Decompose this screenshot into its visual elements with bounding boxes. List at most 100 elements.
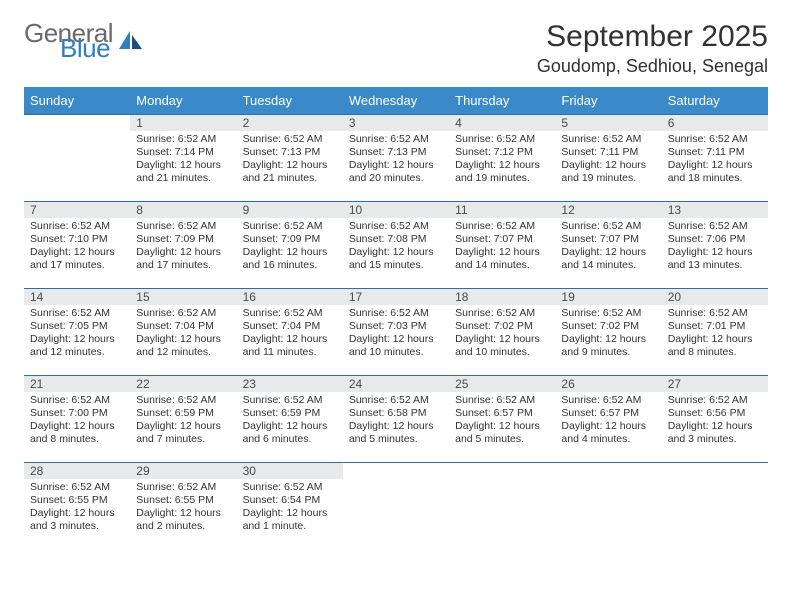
day-number: 3 (343, 115, 449, 131)
day-line-sr: Sunrise: 6:52 AM (668, 394, 762, 407)
day-details: Sunrise: 6:52 AMSunset: 7:10 PMDaylight:… (24, 218, 130, 277)
calendar-body: ..1Sunrise: 6:52 AMSunset: 7:14 PMDaylig… (24, 115, 768, 550)
day-line-ss: Sunset: 7:04 PM (243, 320, 337, 333)
day-line-sr: Sunrise: 6:52 AM (561, 133, 655, 146)
day-number: 6 (662, 115, 768, 131)
brand-text: General Blue (24, 22, 113, 59)
day-details: Sunrise: 6:52 AMSunset: 7:07 PMDaylight:… (555, 218, 661, 277)
day-number: 4 (449, 115, 555, 131)
day-line-sr: Sunrise: 6:52 AM (243, 394, 337, 407)
day-line-ss: Sunset: 7:06 PM (668, 233, 762, 246)
day-line-d2: and 11 minutes. (243, 346, 337, 359)
day-line-ss: Sunset: 7:13 PM (349, 146, 443, 159)
day-number: 13 (662, 202, 768, 218)
day-line-sr: Sunrise: 6:52 AM (30, 220, 124, 233)
day-details: Sunrise: 6:52 AMSunset: 7:09 PMDaylight:… (130, 218, 236, 277)
calendar-cell: 25Sunrise: 6:52 AMSunset: 6:57 PMDayligh… (449, 376, 555, 463)
day-number: 20 (662, 289, 768, 305)
day-line-sr: Sunrise: 6:52 AM (136, 481, 230, 494)
calendar-table: SundayMondayTuesdayWednesdayThursdayFrid… (24, 87, 768, 549)
day-number: 15 (130, 289, 236, 305)
calendar-page: General Blue September 2025 Goudomp, Sed… (0, 0, 792, 612)
day-line-ss: Sunset: 7:03 PM (349, 320, 443, 333)
day-line-sr: Sunrise: 6:52 AM (243, 220, 337, 233)
day-line-ss: Sunset: 6:59 PM (136, 407, 230, 420)
day-line-ss: Sunset: 7:09 PM (243, 233, 337, 246)
day-line-ss: Sunset: 6:55 PM (136, 494, 230, 507)
day-details: Sunrise: 6:52 AMSunset: 7:09 PMDaylight:… (237, 218, 343, 277)
day-number: 7 (24, 202, 130, 218)
calendar-cell: 9Sunrise: 6:52 AMSunset: 7:09 PMDaylight… (237, 202, 343, 289)
weekday-header: Thursday (449, 87, 555, 115)
day-line-sr: Sunrise: 6:52 AM (30, 394, 124, 407)
calendar-cell: 11Sunrise: 6:52 AMSunset: 7:07 PMDayligh… (449, 202, 555, 289)
day-line-d1: Daylight: 12 hours (349, 159, 443, 172)
day-line-ss: Sunset: 7:00 PM (30, 407, 124, 420)
day-details: Sunrise: 6:52 AMSunset: 7:02 PMDaylight:… (555, 305, 661, 364)
day-line-d1: Daylight: 12 hours (243, 159, 337, 172)
day-line-sr: Sunrise: 6:52 AM (455, 307, 549, 320)
day-line-ss: Sunset: 7:07 PM (561, 233, 655, 246)
calendar-cell: 12Sunrise: 6:52 AMSunset: 7:07 PMDayligh… (555, 202, 661, 289)
day-number: 14 (24, 289, 130, 305)
day-line-ss: Sunset: 7:01 PM (668, 320, 762, 333)
calendar-cell: 24Sunrise: 6:52 AMSunset: 6:58 PMDayligh… (343, 376, 449, 463)
calendar-cell: 19Sunrise: 6:52 AMSunset: 7:02 PMDayligh… (555, 289, 661, 376)
day-line-d2: and 17 minutes. (136, 259, 230, 272)
calendar-cell: 17Sunrise: 6:52 AMSunset: 7:03 PMDayligh… (343, 289, 449, 376)
day-number: 8 (130, 202, 236, 218)
day-number: 2 (237, 115, 343, 131)
day-number: 17 (343, 289, 449, 305)
day-line-ss: Sunset: 6:58 PM (349, 407, 443, 420)
day-line-d2: and 5 minutes. (349, 433, 443, 446)
day-line-ss: Sunset: 6:57 PM (561, 407, 655, 420)
day-details: Sunrise: 6:52 AMSunset: 6:57 PMDaylight:… (555, 392, 661, 451)
day-line-ss: Sunset: 6:54 PM (243, 494, 337, 507)
calendar-cell: 28Sunrise: 6:52 AMSunset: 6:55 PMDayligh… (24, 463, 130, 550)
day-line-d1: Daylight: 12 hours (136, 333, 230, 346)
day-line-d2: and 10 minutes. (349, 346, 443, 359)
calendar-week: ..1Sunrise: 6:52 AMSunset: 7:14 PMDaylig… (24, 115, 768, 202)
day-number: 5 (555, 115, 661, 131)
day-line-ss: Sunset: 7:11 PM (561, 146, 655, 159)
day-line-sr: Sunrise: 6:52 AM (668, 307, 762, 320)
day-line-d2: and 12 minutes. (30, 346, 124, 359)
day-line-ss: Sunset: 7:13 PM (243, 146, 337, 159)
day-line-d1: Daylight: 12 hours (243, 333, 337, 346)
day-details: Sunrise: 6:52 AMSunset: 6:55 PMDaylight:… (130, 479, 236, 538)
day-line-d1: Daylight: 12 hours (30, 333, 124, 346)
day-details: Sunrise: 6:52 AMSunset: 6:58 PMDaylight:… (343, 392, 449, 451)
day-line-ss: Sunset: 7:08 PM (349, 233, 443, 246)
day-details: Sunrise: 6:52 AMSunset: 7:07 PMDaylight:… (449, 218, 555, 277)
day-line-d2: and 21 minutes. (136, 172, 230, 185)
day-line-ss: Sunset: 7:09 PM (136, 233, 230, 246)
day-line-d1: Daylight: 12 hours (30, 420, 124, 433)
day-details: Sunrise: 6:52 AMSunset: 7:05 PMDaylight:… (24, 305, 130, 364)
day-line-d1: Daylight: 12 hours (349, 420, 443, 433)
calendar-cell: 15Sunrise: 6:52 AMSunset: 7:04 PMDayligh… (130, 289, 236, 376)
day-number: 29 (130, 463, 236, 479)
calendar-cell: 1Sunrise: 6:52 AMSunset: 7:14 PMDaylight… (130, 115, 236, 202)
calendar-cell: 29Sunrise: 6:52 AMSunset: 6:55 PMDayligh… (130, 463, 236, 550)
day-number: 23 (237, 376, 343, 392)
header-row: General Blue September 2025 Goudomp, Sed… (24, 20, 768, 77)
calendar-week: 14Sunrise: 6:52 AMSunset: 7:05 PMDayligh… (24, 289, 768, 376)
day-line-d1: Daylight: 12 hours (349, 333, 443, 346)
day-line-d1: Daylight: 12 hours (455, 159, 549, 172)
day-line-d1: Daylight: 12 hours (243, 507, 337, 520)
day-line-d2: and 12 minutes. (136, 346, 230, 359)
day-line-d2: and 8 minutes. (30, 433, 124, 446)
weekday-header: Monday (130, 87, 236, 115)
day-details: Sunrise: 6:52 AMSunset: 7:08 PMDaylight:… (343, 218, 449, 277)
day-number: 22 (130, 376, 236, 392)
day-line-d1: Daylight: 12 hours (561, 333, 655, 346)
calendar-week: 7Sunrise: 6:52 AMSunset: 7:10 PMDaylight… (24, 202, 768, 289)
day-line-ss: Sunset: 7:02 PM (561, 320, 655, 333)
calendar-cell: 27Sunrise: 6:52 AMSunset: 6:56 PMDayligh… (662, 376, 768, 463)
day-line-d1: Daylight: 12 hours (136, 159, 230, 172)
calendar-cell: 30Sunrise: 6:52 AMSunset: 6:54 PMDayligh… (237, 463, 343, 550)
day-line-d1: Daylight: 12 hours (136, 246, 230, 259)
day-line-sr: Sunrise: 6:52 AM (136, 307, 230, 320)
day-details: Sunrise: 6:52 AMSunset: 7:06 PMDaylight:… (662, 218, 768, 277)
day-details: Sunrise: 6:52 AMSunset: 7:14 PMDaylight:… (130, 131, 236, 190)
